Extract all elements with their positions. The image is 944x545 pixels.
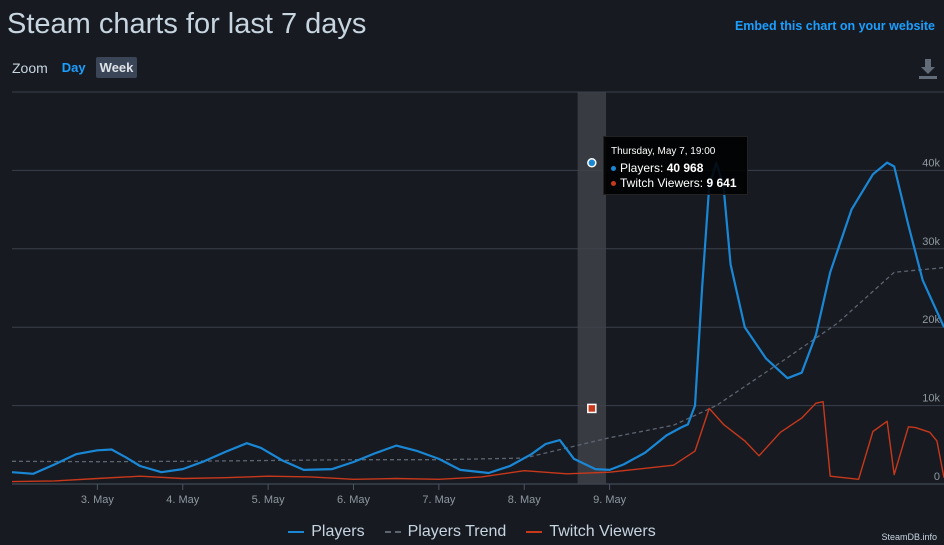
x-tick-label: 9. May [593,494,627,506]
tooltip-twitch-label: Twitch Viewers: [620,176,707,190]
tooltip-date: Thursday, May 7, 19:00 [611,146,716,157]
page-title: Steam charts for last 7 days [7,8,367,40]
download-icon[interactable] [918,58,938,80]
highlight-band [577,92,607,484]
x-tick-label: 8. May [508,494,542,506]
legend-label-trend: Players Trend [407,523,507,540]
legend-swatch-trend [384,531,401,533]
credit-text: SteamDB.info [881,532,937,542]
players-chart: 0 10k 20k 30k 40k 3. May 4. May 5. May 6. May 7. … [11,91,944,506]
twitch-marker [587,403,597,414]
players-marker [587,158,597,168]
zoom-week-button[interactable]: Week [95,57,138,78]
legend-item-players-trend[interactable]: Players Trend [384,523,507,541]
legend-item-twitch[interactable]: Twitch Viewers [526,523,656,541]
x-tick-label: 6. May [337,494,371,506]
zoom-day-button[interactable]: Day [61,60,86,75]
tooltip-twitch-value: 9 641 [706,176,737,190]
x-tick-label: 3. May [81,494,115,506]
x-tick-label: 7. May [422,494,456,506]
chart-tooltip: Thursday, May 7, 19:00 Players: 40 968 T… [603,136,748,195]
series-twitch-viewers [11,401,944,483]
tooltip-players-value: 40 968 [666,161,704,175]
tooltip-twitch-row: Twitch Viewers: 9 641 [611,176,740,191]
zoom-control: Zoom Day Week [12,57,143,78]
tooltip-players-label: Players: [620,161,667,175]
x-tick-label: 4. May [166,494,200,506]
legend-label-players: Players [311,523,365,540]
x-tick-label: 5. May [252,494,286,506]
legend-item-players[interactable]: Players [288,523,365,541]
embed-chart-link[interactable]: Embed this chart on your website [734,19,935,33]
y-tick-label: 0 [934,471,940,483]
y-tick-label: 10k [922,393,940,405]
y-tick-label: 20k [922,314,940,326]
legend-swatch-twitch [526,531,543,533]
players-dot-icon [611,166,616,172]
twitch-dot-icon [611,181,616,187]
y-tick-label: 30k [922,236,940,248]
zoom-label: Zoom [12,59,48,76]
legend-swatch-players [288,531,305,533]
series-players [11,161,944,475]
tooltip-players-row: Players: 40 968 [611,161,740,176]
chart-legend: Players Players Trend Twitch Viewers [0,523,944,541]
y-tick-label: 40k [922,157,940,169]
legend-label-twitch: Twitch Viewers [549,523,656,540]
